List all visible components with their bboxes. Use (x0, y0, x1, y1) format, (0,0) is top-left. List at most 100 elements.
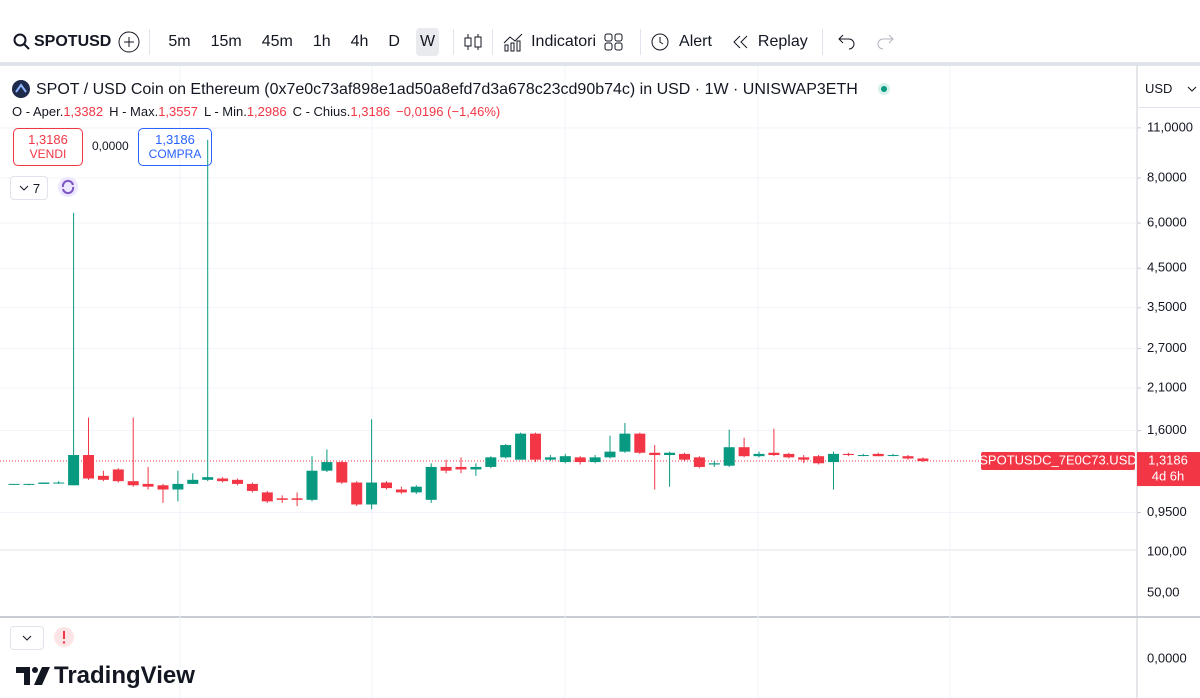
indicators[interactable]: Indicatori (531, 33, 597, 50)
candle-body (172, 483, 184, 490)
candle-body (232, 479, 243, 484)
separator (149, 29, 151, 55)
brand-logo (16, 667, 50, 685)
indicators-icon[interactable] (501, 31, 525, 53)
candle-body (500, 445, 512, 458)
search-icon[interactable] (12, 32, 32, 52)
candle-body (604, 451, 616, 458)
ohlc-legend: O - Aper.1,3382 H - Max.1,3557 L - Min.1,2… (12, 104, 506, 119)
indicator-count: 7 (32, 180, 41, 196)
intervals: 5m 15m 45m 1h 4h D W (158, 28, 445, 56)
alert[interactable]: Alert (679, 33, 712, 50)
indicators-toggle[interactable]: 7 (10, 176, 48, 200)
sell-button[interactable]: 1,3186 VENDI (13, 128, 83, 166)
candle-body (783, 453, 795, 458)
candle-body (917, 458, 929, 462)
legend-title: SPOT / USD Coin on Ethereum (0x7e0c73af8… (36, 81, 858, 98)
separator (453, 29, 455, 55)
chevron (22, 635, 32, 641)
price-tag-symbol: SPOTUSDC_7E0C73.USD (979, 452, 1137, 467)
candle-body (738, 447, 750, 457)
price-tag-price: 1,3186 (1148, 452, 1188, 467)
buy-price: 1,3186 (155, 132, 195, 147)
add-symbol[interactable] (117, 30, 141, 54)
y-tick-label: 11,0000 (1147, 119, 1193, 134)
replay[interactable]: Replay (757, 33, 808, 50)
alert-icon[interactable] (649, 31, 673, 53)
undo[interactable] (831, 31, 871, 53)
candle-body (410, 486, 422, 493)
templates[interactable] (602, 31, 632, 53)
candle-body (902, 456, 914, 459)
replay-icon[interactable] (730, 31, 752, 53)
price-tag-bg (981, 452, 1135, 471)
candle-body (112, 469, 124, 482)
candle-body (8, 483, 20, 485)
ohlc-value: 1,3557 (158, 104, 198, 119)
chart-type[interactable] (462, 31, 484, 53)
buy-button[interactable]: 1,3186 COMPRA (138, 128, 212, 166)
candle-body (306, 470, 318, 500)
interval[interactable]: 15m (210, 33, 242, 50)
candle-body (708, 463, 720, 465)
candle-body (768, 452, 780, 456)
candle-body (693, 457, 705, 467)
y-tick-label: 0,9500 (1147, 504, 1187, 519)
chevron (1188, 86, 1197, 92)
candle-body (127, 481, 139, 486)
ohlc-label: H - Max. (109, 104, 159, 119)
candle-body (842, 453, 854, 456)
pane-toggle[interactable] (10, 626, 44, 650)
candle-body (515, 433, 527, 460)
candle-body (574, 457, 586, 463)
interval[interactable]: W (415, 28, 440, 56)
brand-name: TradingView (54, 662, 195, 689)
candle-body (872, 453, 884, 457)
candle-body (321, 462, 333, 471)
lower-pane-tick-label: 0,0000 (1147, 650, 1187, 665)
candle-body (217, 478, 229, 482)
interval[interactable]: 45m (261, 33, 293, 50)
candle-body (544, 457, 556, 460)
ohlc-label: O - Aper. (12, 104, 64, 119)
error-icon[interactable] (53, 626, 75, 648)
currency: USD (1145, 81, 1173, 96)
candle-body (857, 455, 869, 457)
y-tick-label: 2,7000 (1147, 340, 1187, 355)
y-tick-label: 6,0000 (1147, 215, 1187, 230)
candle-body (455, 466, 467, 470)
candle-body (753, 453, 765, 457)
refresh-icon[interactable] (57, 176, 79, 198)
candle-body (187, 479, 199, 484)
candle-body (530, 433, 541, 460)
candle-body (425, 466, 437, 500)
interval[interactable]: 5m (168, 33, 191, 50)
brand: TradingView (16, 662, 195, 690)
redo[interactable] (871, 31, 911, 53)
candle-body (470, 466, 482, 470)
y-tick-label: 3,5000 (1147, 299, 1187, 314)
candle-body (97, 475, 109, 480)
candle-body (813, 456, 825, 464)
candle-body (634, 433, 646, 453)
candle-body (649, 452, 661, 456)
candle-body (619, 433, 631, 452)
price-tag-axis-bg (1137, 452, 1200, 487)
ohlc-value: 1,3382 (63, 104, 104, 119)
buy-label: COMPRA (148, 147, 202, 161)
candle-body (559, 456, 571, 463)
currency-selector[interactable]: USD (1137, 70, 1200, 108)
candle-body (83, 455, 94, 479)
candle-body (351, 482, 363, 505)
ohlc-value: 1,2986 (246, 104, 287, 119)
symbol[interactable]: SPOTUSD (34, 33, 112, 50)
interval[interactable]: D (388, 33, 400, 50)
candle-body (23, 483, 35, 485)
separator (821, 29, 823, 55)
toolbar: SPOTUSD 5m 15m 45m 1h 4h D W Indicatori Alert … (0, 22, 1200, 66)
candle-body (395, 489, 407, 493)
interval[interactable]: 4h (350, 33, 369, 50)
interval[interactable]: 1h (312, 33, 331, 50)
